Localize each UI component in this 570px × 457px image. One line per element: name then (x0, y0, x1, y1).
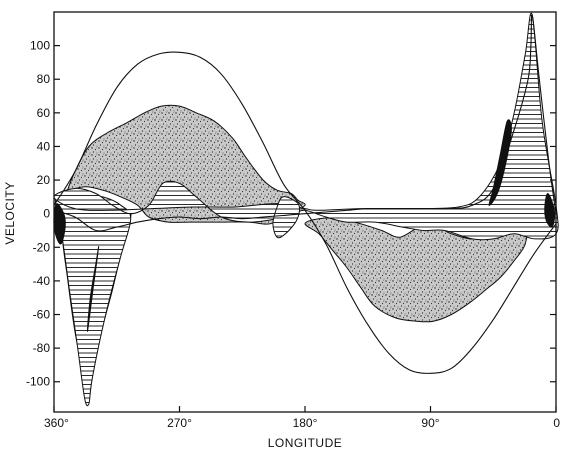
y-tick-label: -100 (26, 375, 50, 389)
y-tick-label: 40 (37, 139, 51, 153)
x-tick-label: 180° (293, 416, 318, 430)
x-tick-label: 360° (44, 416, 69, 430)
outer-envelope-curve (53, 51, 557, 374)
solid-region-3 (488, 119, 512, 206)
x-axis-ticks: 360° 270° 180° 90° 0 (44, 406, 560, 430)
solid-region-2 (544, 193, 556, 228)
y-tick-label: -80 (33, 341, 51, 355)
hatched-region-2 (53, 12, 559, 241)
x-tick-label: 90° (421, 416, 439, 430)
y-tick-label: 0 (43, 207, 50, 221)
inner-envelope-curve (53, 14, 557, 232)
y-tick-label: -20 (33, 240, 51, 254)
y-tick-label: -60 (33, 308, 51, 322)
x-tick-label: 0 (553, 416, 560, 430)
y-axis-ticks: 100 80 60 40 20 0 -20 -40 -60 -80 -100 (26, 39, 556, 389)
hatched-regions (53, 12, 559, 407)
hatched-region-3 (272, 196, 301, 239)
y-axis-label: VELOCITY (3, 181, 17, 244)
stippled-region-2 (304, 217, 528, 323)
solid-region-4 (86, 245, 100, 332)
stippled-regions (61, 104, 528, 405)
y-tick-label: 80 (37, 72, 51, 86)
y-tick-label: 20 (37, 173, 51, 187)
y-tick-label: -40 (33, 274, 51, 288)
x-tick-label: 270° (167, 416, 192, 430)
envelope-curves (53, 14, 557, 374)
stippled-region-1 (64, 104, 306, 225)
y-tick-label: 100 (30, 39, 50, 53)
y-tick-label: 60 (37, 106, 51, 120)
x-axis-label: LONGITUDE (268, 436, 343, 450)
